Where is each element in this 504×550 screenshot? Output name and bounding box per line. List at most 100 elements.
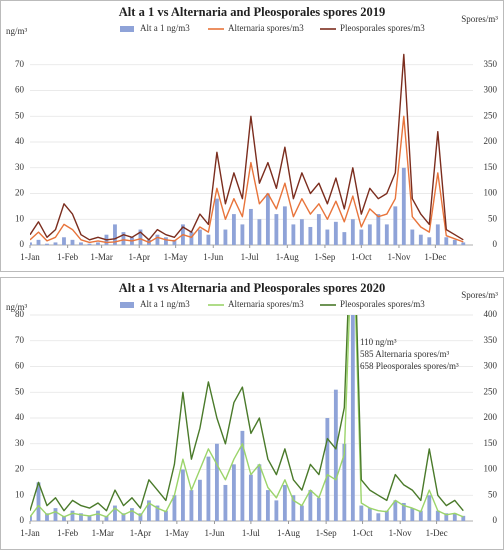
bar <box>53 508 58 521</box>
bar <box>452 239 457 245</box>
y2-tick-label: 0 <box>493 239 498 249</box>
bar <box>248 474 253 521</box>
bar <box>367 508 372 521</box>
bar <box>367 224 372 245</box>
bar <box>350 315 355 521</box>
y-tick-label: 40 <box>15 412 25 422</box>
bar <box>376 214 381 245</box>
bar <box>172 239 177 245</box>
bar <box>444 513 449 521</box>
bar <box>282 484 287 521</box>
y2-tick-label: 250 <box>484 386 498 396</box>
y2-tick-label: 50 <box>488 489 498 499</box>
bar <box>45 243 49 245</box>
bar <box>316 497 321 521</box>
legend-label: Alt a 1 ng/m3 <box>140 23 190 33</box>
bar <box>308 490 313 521</box>
bar <box>325 418 330 521</box>
bar <box>113 505 117 521</box>
x-tick-label: 1-May <box>165 528 189 538</box>
bar <box>393 500 398 521</box>
x-tick-label: 1-Nov <box>387 252 410 262</box>
bar <box>325 229 330 245</box>
y-tick-label: 70 <box>15 335 25 345</box>
bar <box>121 513 126 521</box>
bar <box>223 229 228 245</box>
bar <box>359 505 364 521</box>
x-tick-label: 1-Nov <box>389 528 412 538</box>
bar <box>444 237 449 245</box>
y-tick-label: 40 <box>15 136 25 146</box>
bar <box>214 443 219 521</box>
x-tick-label: 1-Dec <box>424 252 446 262</box>
x-tick-label: 1-Jan <box>20 528 40 538</box>
bar <box>299 505 304 521</box>
bar <box>113 224 117 245</box>
y-tick-label: 50 <box>15 110 25 120</box>
y2-tick-label: 250 <box>484 110 498 120</box>
bar <box>333 221 338 245</box>
bar <box>147 500 151 521</box>
bar <box>96 510 100 521</box>
y-tick-label: 10 <box>15 213 25 223</box>
x-tick-label: 1-Oct <box>352 528 373 538</box>
bar <box>189 232 194 245</box>
bar <box>452 513 457 521</box>
bar <box>265 193 270 245</box>
x-tick-label: 1-Feb <box>57 252 78 262</box>
bar <box>62 237 66 245</box>
bar <box>299 219 304 245</box>
y2-axis-label: Spores/m³ <box>461 14 498 24</box>
bar <box>70 510 75 521</box>
bar <box>206 456 211 521</box>
bar <box>427 237 432 245</box>
y2-tick-label: 50 <box>488 213 498 223</box>
y2-tick-label: 0 <box>493 515 498 525</box>
bar <box>333 389 338 521</box>
bar <box>30 515 32 521</box>
legend-label: Alt a 1 ng/m3 <box>140 299 190 309</box>
y2-tick-label: 200 <box>484 136 498 146</box>
annotation: 585 Alternaria spores/m³ <box>360 349 449 359</box>
bar <box>240 224 245 245</box>
bar <box>384 510 389 521</box>
y2-tick-label: 150 <box>484 162 498 172</box>
bar <box>282 206 287 245</box>
x-tick-label: 1-Jul <box>241 252 259 262</box>
line <box>30 315 464 518</box>
bar <box>231 464 236 521</box>
line <box>30 315 464 512</box>
bar <box>198 479 202 521</box>
y-tick-label: 70 <box>15 59 25 69</box>
x-tick-label: 1-Dec <box>426 528 448 538</box>
bar <box>198 229 202 245</box>
y-tick-label: 50 <box>15 386 25 396</box>
y-tick-label: 30 <box>15 162 25 172</box>
bar <box>410 508 415 521</box>
bar <box>350 219 355 245</box>
bar <box>240 430 245 521</box>
bar <box>410 229 415 245</box>
x-tick-label: 1-Jun <box>204 528 224 538</box>
annotation: 658 Pleosporales spores/m³ <box>360 361 459 371</box>
bar <box>36 239 41 245</box>
bar <box>45 513 49 521</box>
y2-tick-label: 350 <box>484 335 498 345</box>
bar <box>435 224 440 245</box>
bar <box>461 242 466 245</box>
bar <box>308 226 313 245</box>
line <box>30 115 464 244</box>
x-tick-label: 1-Aug <box>277 528 300 538</box>
bar <box>53 242 58 245</box>
bar <box>418 234 423 245</box>
bar <box>130 508 134 521</box>
bar <box>342 232 347 245</box>
y-tick-label: 20 <box>15 188 25 198</box>
x-tick-label: 1-Sep <box>314 252 335 262</box>
x-tick-label: 1-Feb <box>57 528 78 538</box>
plot <box>30 315 466 521</box>
y2-tick-label: 400 <box>484 309 498 319</box>
y2-tick-label: 300 <box>484 85 498 95</box>
bar <box>231 214 236 245</box>
